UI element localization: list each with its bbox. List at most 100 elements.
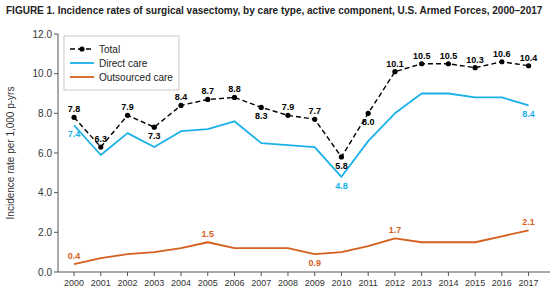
legend-frame <box>64 36 179 90</box>
x-tick-label: 2005 <box>198 278 218 288</box>
x-tick-label: 2010 <box>331 278 351 288</box>
x-tick-label: 2000 <box>64 278 84 288</box>
legend-swatch <box>70 76 94 78</box>
y-tick <box>54 153 58 154</box>
data-label: 2.1 <box>522 217 535 227</box>
point <box>473 65 478 70</box>
point <box>366 111 371 116</box>
title: FIGURE 1. Incidence rates of surgical va… <box>6 5 543 16</box>
x-tick <box>100 272 101 276</box>
x-tick-label: 2013 <box>412 278 432 288</box>
y-axis-label: Incidence rate per 1,000 p-yrs <box>5 87 16 220</box>
point <box>392 69 397 74</box>
y-tick <box>54 232 58 233</box>
x-tick-label: 2009 <box>305 278 325 288</box>
point <box>526 63 531 68</box>
point <box>152 125 157 130</box>
data-label: 8.7 <box>201 86 214 96</box>
legend-marker <box>79 46 84 51</box>
x-tick-label: 2007 <box>251 278 271 288</box>
x-tick <box>528 272 529 276</box>
x-tick <box>421 272 422 276</box>
x-tick-label: 2003 <box>144 278 164 288</box>
x-tick <box>181 272 182 276</box>
x-tick-label: 2002 <box>118 278 138 288</box>
x-tick <box>207 272 208 276</box>
y-tick-label: 0.0 <box>38 267 52 278</box>
point <box>339 154 344 159</box>
x-tick <box>74 272 75 276</box>
x-tick-label: 2017 <box>519 278 539 288</box>
data-label: 8.4 <box>175 92 188 102</box>
data-label: 10.4 <box>520 53 538 63</box>
x-tick-label: 2006 <box>224 278 244 288</box>
x-tick-label: 2016 <box>492 278 512 288</box>
x-tick <box>475 272 476 276</box>
legend-swatch <box>70 62 94 64</box>
y-tick <box>54 272 58 273</box>
y-tick-label: 4.0 <box>38 187 52 198</box>
point <box>205 97 210 102</box>
data-label: 7.3 <box>148 131 161 141</box>
x-tick <box>368 272 369 276</box>
data-label: 5.8 <box>335 161 348 171</box>
point <box>125 113 130 118</box>
point <box>446 61 451 66</box>
legend-label: Total <box>99 44 120 55</box>
data-label: 0.4 <box>68 251 81 261</box>
legend-label: Direct care <box>99 58 148 69</box>
point <box>178 103 183 108</box>
x-tick <box>394 272 395 276</box>
data-label: 1.5 <box>201 229 214 239</box>
x-tick <box>127 272 128 276</box>
chart: FIGURE 1. Incidence rates of surgical va… <box>0 0 560 298</box>
x-tick <box>314 272 315 276</box>
data-label: 4.8 <box>335 181 348 191</box>
x-tick <box>287 272 288 276</box>
series-line <box>74 94 529 177</box>
y-tick <box>54 192 58 193</box>
data-label: 8.4 <box>522 109 535 119</box>
series-line <box>74 230 529 264</box>
x-tick-label: 2011 <box>358 278 377 288</box>
data-label: 8.3 <box>255 111 268 121</box>
data-label: 7.9 <box>282 102 295 112</box>
x-tick <box>448 272 449 276</box>
y-tick-label: 2.0 <box>38 227 52 238</box>
point <box>499 59 504 64</box>
data-label: 7.9 <box>121 102 134 112</box>
point <box>312 117 317 122</box>
point <box>285 113 290 118</box>
x-tick <box>341 272 342 276</box>
data-label: 10.6 <box>493 49 511 59</box>
x-tick <box>501 272 502 276</box>
x-tick-label: 2014 <box>438 278 458 288</box>
point <box>419 61 424 66</box>
data-label: 6.3 <box>95 134 108 144</box>
y-tick-label: 12.0 <box>33 29 53 40</box>
data-label: 8.0 <box>362 117 375 127</box>
data-label: 10.5 <box>440 51 458 61</box>
x-tick-label: 2008 <box>278 278 298 288</box>
y-tick-label: 10.0 <box>33 68 53 79</box>
y-tick <box>54 113 58 114</box>
x-tick-label: 2012 <box>385 278 405 288</box>
x-tick <box>261 272 262 276</box>
legend-label: Outsourced care <box>99 72 173 83</box>
data-label: 0.9 <box>308 258 321 268</box>
point <box>259 105 264 110</box>
series-line <box>74 62 529 157</box>
x-tick <box>234 272 235 276</box>
data-label: 7.4 <box>68 129 81 139</box>
x-tick-label: 2015 <box>465 278 485 288</box>
legend: Total Direct care Outsourced care <box>64 36 179 90</box>
data-label: 10.1 <box>386 59 404 69</box>
point <box>232 95 237 100</box>
y-tick <box>54 34 58 35</box>
y-tick-label: 8.0 <box>38 108 52 119</box>
x-tick <box>154 272 155 276</box>
point <box>98 144 103 149</box>
x-tick-label: 2001 <box>91 278 111 288</box>
data-label: 7.7 <box>308 106 321 116</box>
data-label: 7.8 <box>68 104 81 114</box>
